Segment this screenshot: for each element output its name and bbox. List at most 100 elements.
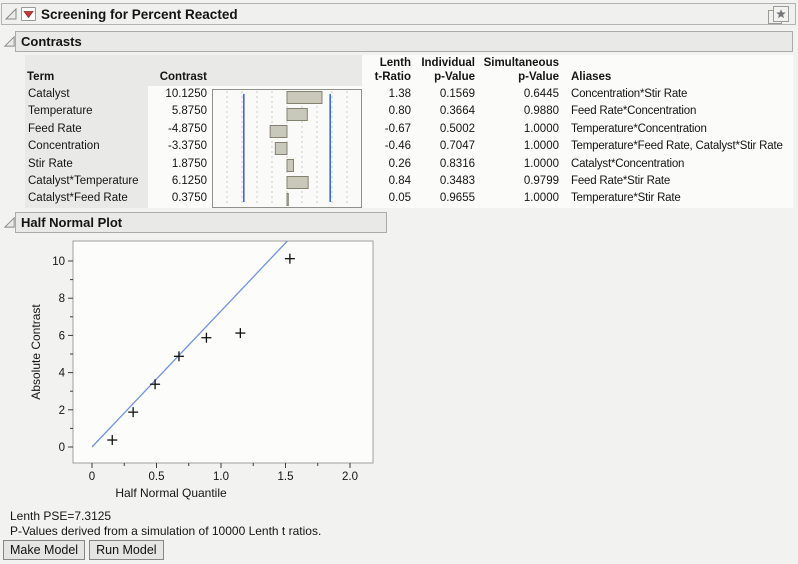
cell-contrast: 10.1250 <box>165 88 207 100</box>
column-header-aliases: Aliases <box>571 71 612 83</box>
cell-term: Stir Rate <box>25 155 148 173</box>
cell-contrast: 1.8750 <box>171 157 207 170</box>
table-row[interactable]: Feed Rate -4.8750 -0.67 0.5002 1.0000 Tempera… <box>25 120 793 139</box>
x-tick-label: 1.0 <box>213 471 229 483</box>
cell-lenth-t-ratio: 0.05 <box>388 192 411 205</box>
cell-simultaneous-p-value: 1.0000 <box>523 157 559 170</box>
column-header-lenth-t-ratio: Lenth t-Ratio <box>351 56 411 84</box>
table-row[interactable]: Catalyst*Feed Rate 0.3750 0.05 0.9655 1.0000… <box>25 190 793 208</box>
cell-individual-p-value: 0.7047 <box>439 140 475 153</box>
y-tick-label: 6 <box>59 330 65 342</box>
half-normal-section-title: Half Normal Plot <box>21 215 123 230</box>
header-lenth-line2: t-Ratio <box>374 71 411 83</box>
cell-aliases: Temperature*Concentration <box>571 122 707 135</box>
contrast-bar <box>286 159 294 172</box>
red-triangle-menu-button[interactable] <box>21 7 36 21</box>
cell-simultaneous-p-value: 0.6445 <box>523 88 559 100</box>
data-point <box>201 332 212 343</box>
disclosure-triangle-icon[interactable] <box>3 35 16 48</box>
y-tick-label: 10 <box>52 256 65 268</box>
cell-term: Catalyst*Feed Rate <box>25 190 148 208</box>
x-tick-label: 1.5 <box>278 471 294 483</box>
table-row[interactable]: Concentration -3.3750 -0.46 0.7047 1.0000 Tem… <box>25 138 793 156</box>
cell-contrast: -4.8750 <box>167 122 207 135</box>
make-model-button[interactable]: Make Model <box>3 540 86 560</box>
table-row[interactable]: Temperature 5.8750 0.80 0.3664 0.9880 Feed Ra… <box>25 103 793 121</box>
cell-term: Temperature <box>25 103 148 121</box>
cell-lenth-t-ratio: -0.67 <box>384 122 411 135</box>
cell-simultaneous-p-value: 0.9799 <box>523 174 559 187</box>
header-individual-line1: Individual <box>421 57 475 69</box>
report-title: Screening for Percent Reacted <box>41 6 238 22</box>
cell-aliases: Concentration*Stir Rate <box>571 88 688 100</box>
cell-contrast: -3.3750 <box>167 140 207 153</box>
cell-aliases: Feed Rate*Stir Rate <box>571 174 671 187</box>
contrast-bar <box>286 91 323 104</box>
fit-line <box>91 240 288 448</box>
contrasts-rows: Catalyst 10.1250 1.38 0.1569 0.6445 Concentra… <box>25 86 793 208</box>
header-simultaneous-line2: p-Value <box>518 71 559 83</box>
data-point <box>107 435 118 446</box>
cell-simultaneous-p-value: 0.9880 <box>523 105 559 118</box>
disclosure-triangle-icon[interactable] <box>4 7 18 21</box>
half-normal-section-header[interactable]: Half Normal Plot <box>15 212 387 233</box>
table-row[interactable]: Stir Rate 1.8750 0.26 0.8316 1.0000 Catalyst*… <box>25 155 793 173</box>
plot-frame <box>72 240 374 464</box>
table-header-band <box>25 55 362 86</box>
y-tick-label: 4 <box>59 368 66 380</box>
cell-contrast: 0.3750 <box>171 192 207 205</box>
x-tick-label: 0 <box>89 471 95 483</box>
cell-aliases: Feed Rate*Concentration <box>571 105 697 118</box>
header-individual-line2: p-Value <box>434 71 475 83</box>
data-point <box>128 407 139 418</box>
cell-individual-p-value: 0.5002 <box>439 122 475 135</box>
y-axis-title: Absolute Contrast <box>29 304 43 400</box>
header-lenth-line1: Lenth <box>379 57 411 69</box>
header-simultaneous-line1: Simultaneous <box>483 57 559 69</box>
cell-term: Feed Rate <box>25 120 148 139</box>
red-triangle-icon <box>23 10 34 18</box>
report-title-bar[interactable]: Screening for Percent Reacted <box>1 3 796 25</box>
column-header-contrast: Contrast <box>159 71 207 83</box>
column-header-term: Term <box>27 71 55 83</box>
cell-aliases: Catalyst*Concentration <box>571 157 685 170</box>
cell-contrast: 5.8750 <box>171 105 207 118</box>
cell-term: Catalyst <box>25 86 148 104</box>
cell-term: Concentration <box>25 138 148 156</box>
model-buttons-row: Make Model Run Model <box>3 540 164 560</box>
data-point <box>284 253 295 264</box>
y-tick-label: 8 <box>59 293 65 305</box>
cell-contrast: 6.1250 <box>171 174 207 187</box>
data-point <box>173 351 184 362</box>
bookmark-icon-glyph <box>768 6 789 24</box>
contrasts-section-title: Contrasts <box>21 34 82 49</box>
y-tick-label: 2 <box>59 405 65 417</box>
table-row[interactable]: Catalyst*Temperature 6.1250 0.84 0.3483 0.97… <box>25 172 793 191</box>
cell-lenth-t-ratio: -0.46 <box>384 140 411 153</box>
x-tick-label: 2.0 <box>342 471 358 483</box>
lenth-pse-note: Lenth PSE=7.3125 <box>10 509 112 523</box>
cell-aliases: Temperature*Stir Rate <box>571 192 681 205</box>
cell-lenth-t-ratio: 0.84 <box>388 174 411 187</box>
data-point <box>235 328 246 339</box>
cell-individual-p-value: 0.9655 <box>439 192 475 205</box>
star-shape <box>776 9 786 19</box>
contrast-bar <box>286 176 309 189</box>
x-tick-label: 0.5 <box>149 471 165 483</box>
half-normal-plot: 0 2 4 6 8 10 0 0.5 1.0 1.5 2.0 Half Normal Quantile… <box>29 240 374 500</box>
data-point <box>150 379 161 390</box>
y-tick-label: 0 <box>59 442 65 454</box>
contrasts-section-header[interactable]: Contrasts <box>15 31 793 52</box>
column-header-individual-p-value: Individual p-Value <box>405 56 475 84</box>
table-row[interactable]: Catalyst 10.1250 1.38 0.1569 0.6445 Concentra… <box>25 86 793 104</box>
contrast-bar-chart <box>212 89 362 208</box>
cell-lenth-t-ratio: 0.80 <box>388 105 411 118</box>
disclosure-triangle-icon[interactable] <box>3 216 16 229</box>
cell-simultaneous-p-value: 1.0000 <box>523 122 559 135</box>
run-model-button[interactable]: Run Model <box>89 540 164 560</box>
contrast-bar <box>274 142 288 155</box>
bookmark-icon[interactable] <box>766 5 792 26</box>
cell-individual-p-value: 0.8316 <box>439 157 475 170</box>
column-header-simultaneous-p-value: Simultaneous p-Value <box>463 56 559 84</box>
cell-individual-p-value: 0.1569 <box>439 88 475 100</box>
